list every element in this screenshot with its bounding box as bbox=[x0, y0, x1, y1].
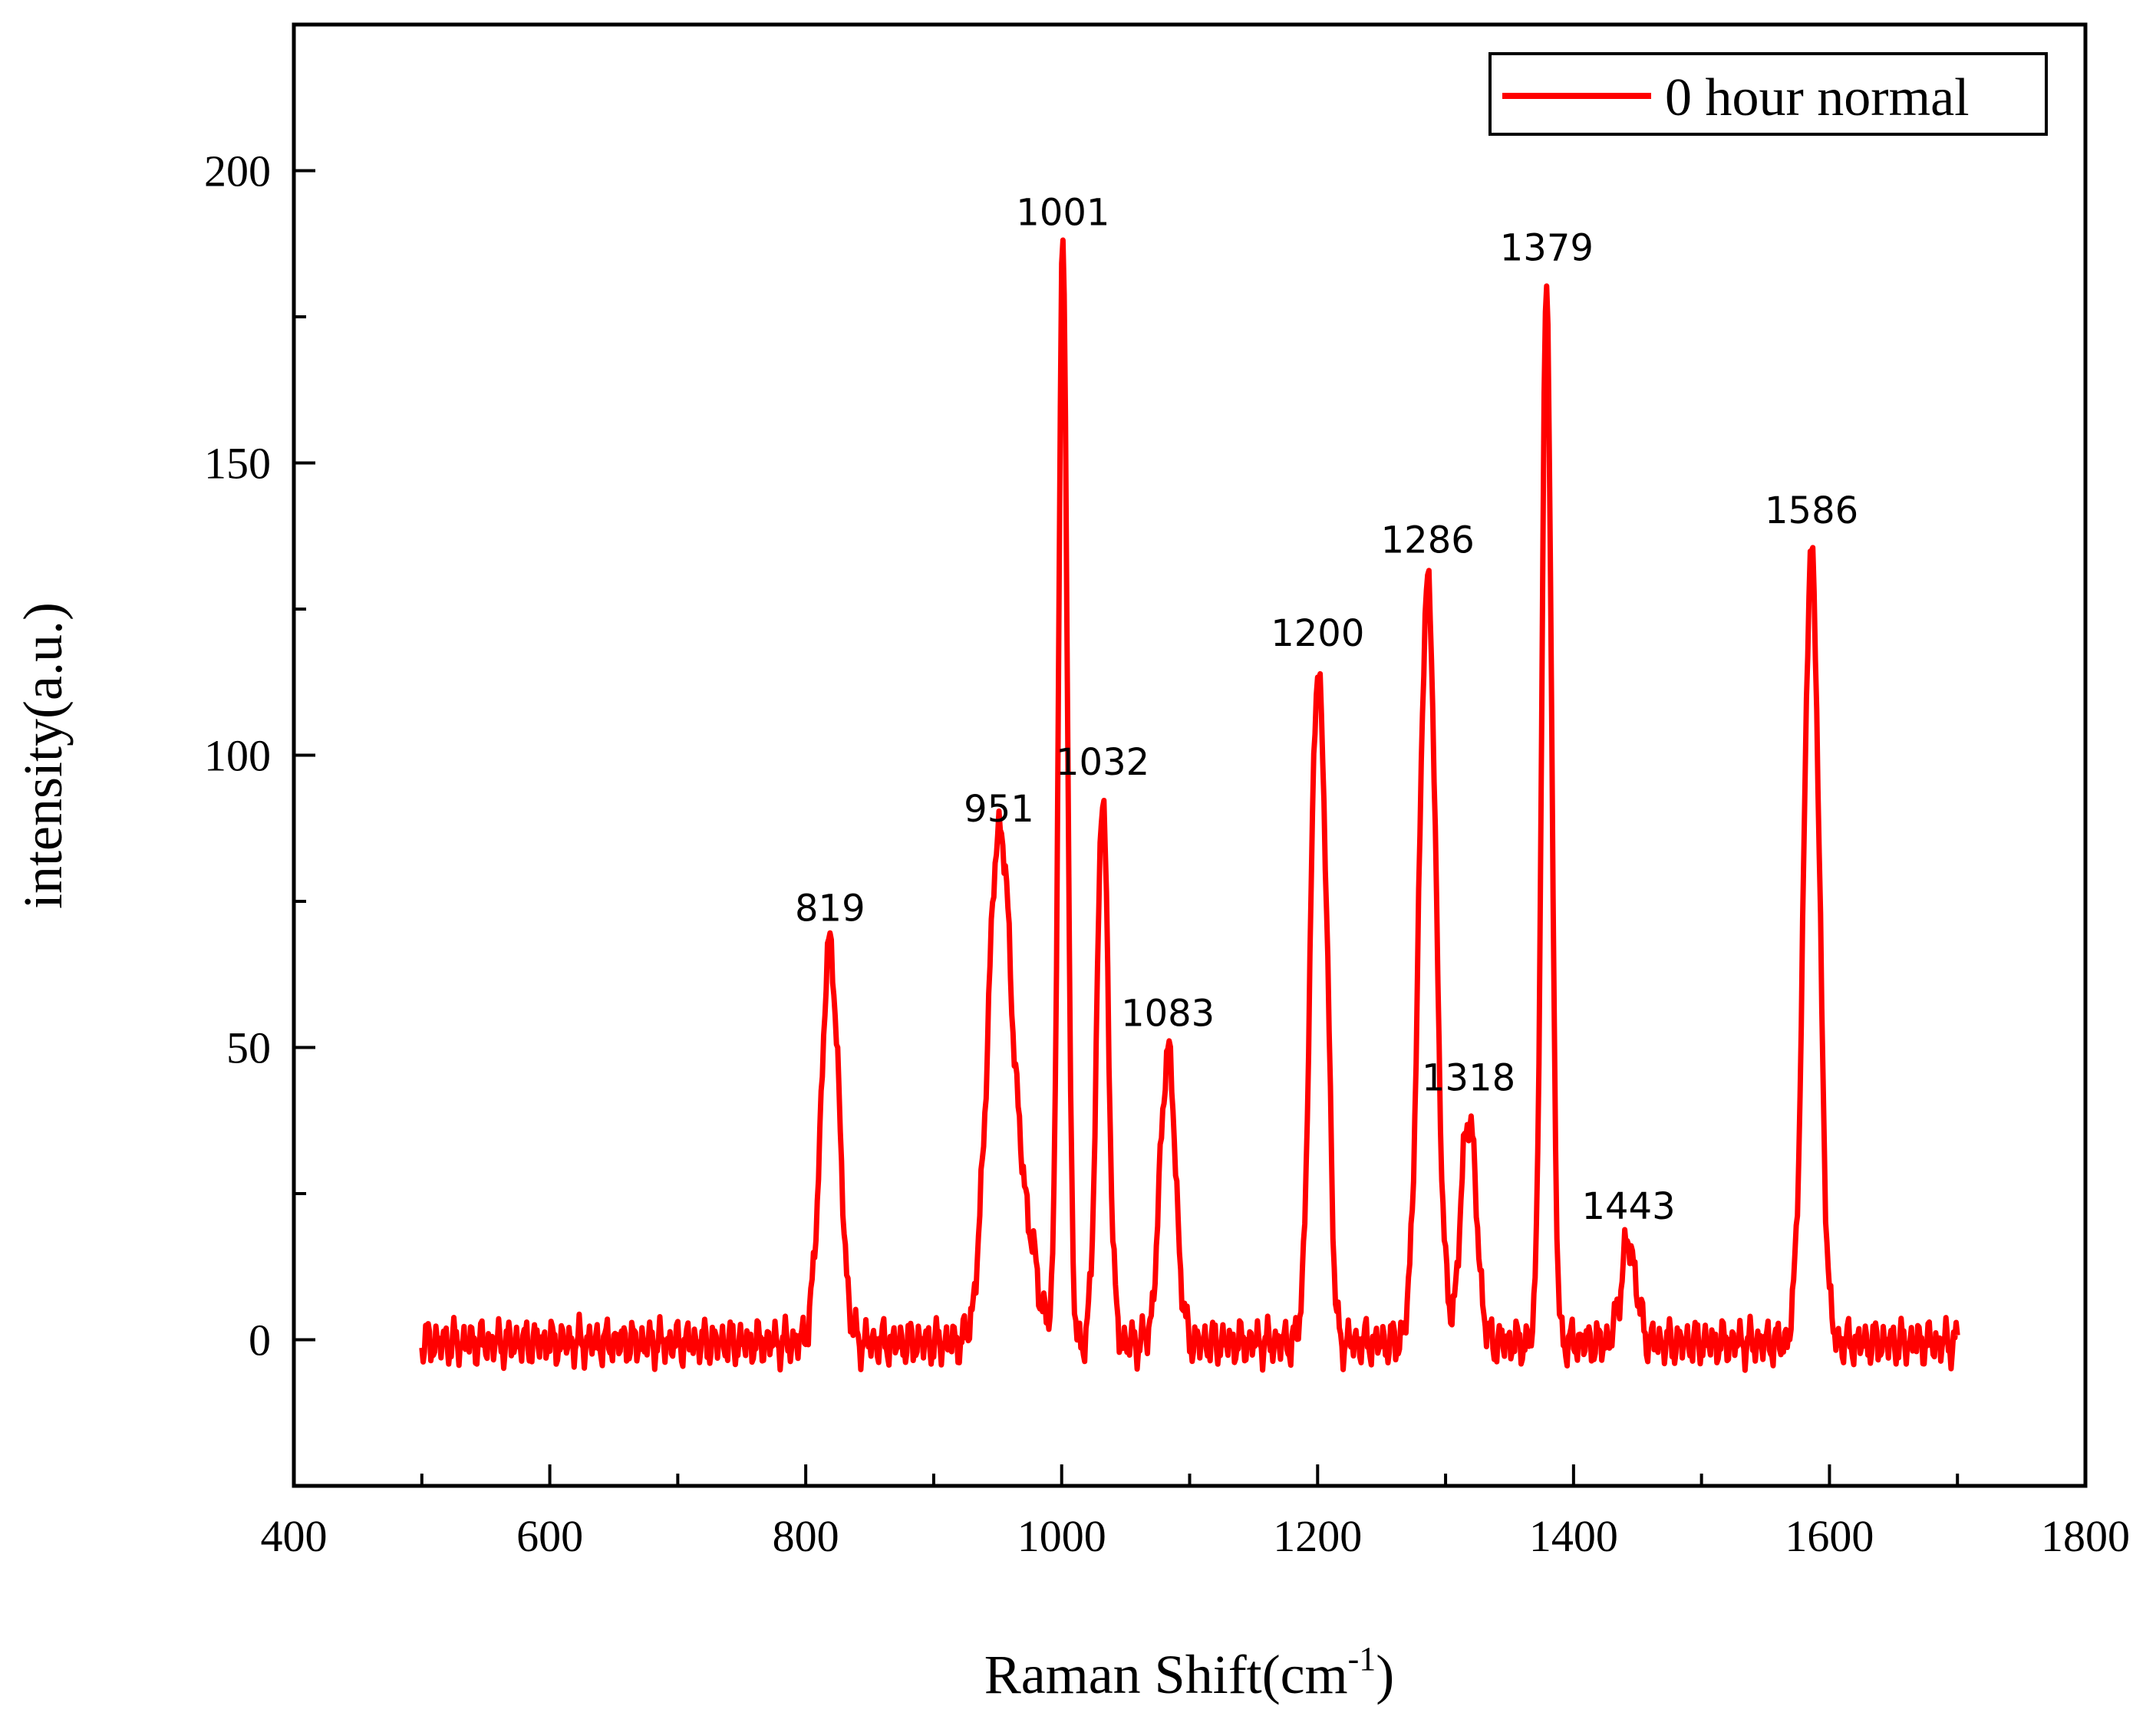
x-axis-ticks: 400 600 800 1000 1200 1400 1600 1800 bbox=[261, 1464, 2130, 1561]
y-tick-label: 50 bbox=[226, 1023, 271, 1073]
peak-label: 1586 bbox=[1765, 489, 1858, 532]
x-axis-title-suffix: ) bbox=[1376, 1644, 1394, 1705]
y-axis-title: intensity(a.u.) bbox=[12, 602, 74, 909]
x-tick-label: 800 bbox=[773, 1511, 839, 1561]
x-axis-title-base: Raman Shift(cm bbox=[984, 1644, 1348, 1705]
peak-labels: 819 951 1001 1032 1083 1200 1286 1318 1379 1443 15… bbox=[795, 192, 1858, 1228]
x-axis-title-superscript: -1 bbox=[1348, 1640, 1376, 1678]
peak-label: 1379 bbox=[1500, 226, 1594, 269]
x-axis-title: Raman Shift(cm-1) bbox=[984, 1640, 1395, 1705]
peak-label: 1001 bbox=[1016, 192, 1109, 235]
peak-label: 951 bbox=[964, 788, 1034, 831]
x-tick-label: 600 bbox=[516, 1511, 583, 1561]
x-tick-label: 1800 bbox=[2041, 1511, 2130, 1561]
peak-label: 1443 bbox=[1581, 1185, 1675, 1228]
peak-label: 1200 bbox=[1271, 612, 1364, 655]
peak-label: 1286 bbox=[1381, 519, 1475, 562]
x-tick-label: 1200 bbox=[1273, 1511, 1362, 1561]
series-line-0-hour-normal bbox=[419, 237, 1960, 1373]
y-tick-label: 100 bbox=[204, 731, 271, 781]
legend-label: 0 hour normal bbox=[1665, 68, 1970, 127]
x-tick-label: 400 bbox=[261, 1511, 328, 1561]
y-tick-label: 150 bbox=[204, 439, 271, 489]
peak-label: 1032 bbox=[1056, 741, 1149, 784]
peak-label: 1318 bbox=[1422, 1056, 1515, 1099]
x-tick-label: 1400 bbox=[1529, 1511, 1618, 1561]
legend-box bbox=[1488, 52, 2048, 136]
y-tick-label: 0 bbox=[249, 1316, 271, 1365]
peak-label: 819 bbox=[795, 887, 865, 930]
x-tick-label: 1000 bbox=[1017, 1511, 1106, 1561]
legend: 0 hour normal bbox=[1488, 52, 2048, 136]
peak-label: 1083 bbox=[1121, 993, 1215, 1036]
y-axis-ticks: 0 50 100 150 200 bbox=[204, 23, 315, 1487]
y-tick-label: 200 bbox=[204, 147, 271, 196]
x-tick-label: 1600 bbox=[1785, 1511, 1874, 1561]
